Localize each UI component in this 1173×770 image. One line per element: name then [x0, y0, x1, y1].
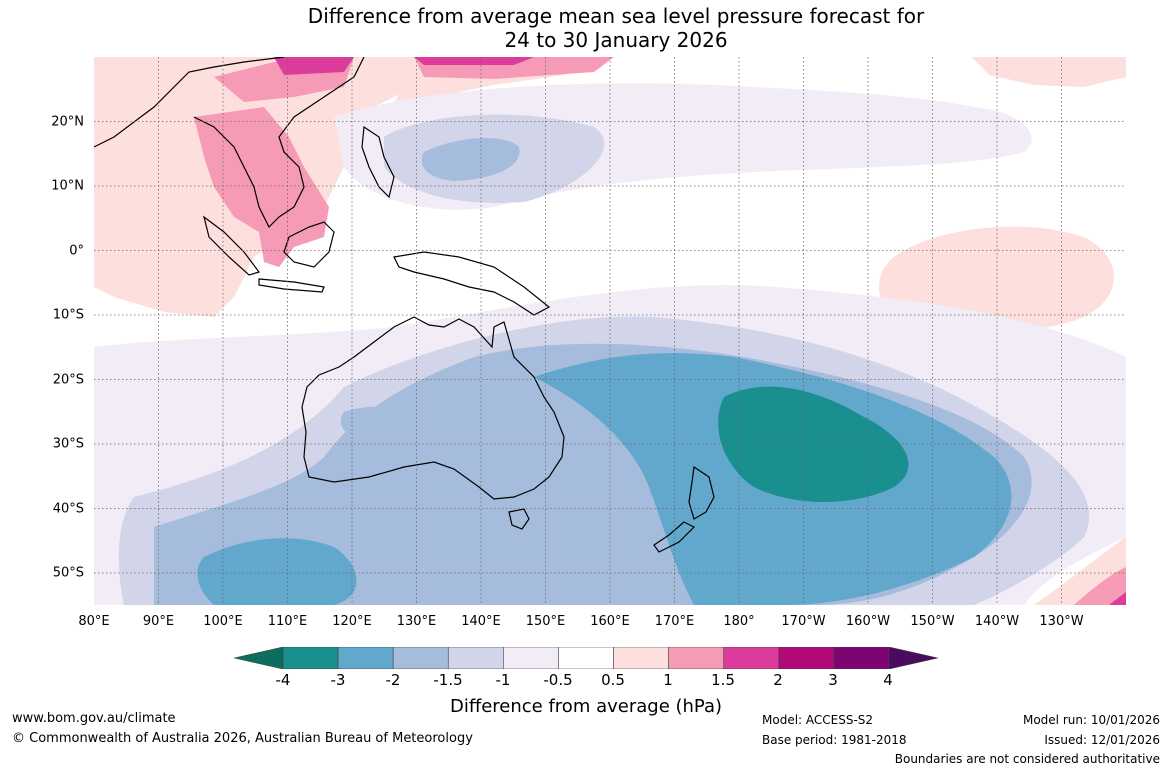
- footer-base-period: Base period: 1981-2018: [762, 733, 907, 747]
- north-strong-positive: [274, 57, 354, 75]
- colorbar-segment: [234, 647, 284, 669]
- lon-label: 140°W: [974, 614, 1020, 629]
- colorbar: [234, 647, 938, 669]
- north-strong-positive-2: [414, 57, 534, 65]
- colorbar-segment: [888, 647, 938, 669]
- sumatra-coastline: [203, 215, 260, 276]
- gridlines: [94, 57, 1126, 605]
- colorbar-tick: 3: [828, 671, 838, 689]
- colorbar-tick: -2: [385, 671, 401, 689]
- new-zealand-south-coastline: [653, 521, 696, 553]
- lon-label: 150°W: [910, 614, 955, 629]
- north-pacific-positive-region: [972, 57, 1126, 87]
- colorbar-segment: [723, 647, 780, 669]
- lat-label: 40°S: [52, 501, 84, 516]
- colorbar-segments: [234, 647, 938, 669]
- new-zealand-north-coastline: [688, 465, 715, 520]
- coastlines: [94, 57, 715, 553]
- footer-issued: Issued: 12/01/2026: [1044, 733, 1160, 747]
- footer-disclaimer: Boundaries are not considered authoritat…: [894, 752, 1160, 766]
- lat-label: 20°S: [52, 372, 84, 387]
- indochina-positive-region: [194, 107, 329, 267]
- lon-label: 80°E: [78, 614, 110, 629]
- new-guinea-coastline: [393, 251, 551, 316]
- lon-label: 160°W: [845, 614, 891, 629]
- colorbar-label: Difference from average (hPa): [449, 696, 723, 717]
- asia-mainland-coastline: [94, 57, 365, 229]
- colorbar-segment: [558, 647, 614, 669]
- lon-label: 100°E: [203, 614, 243, 629]
- philippines-coastline: [361, 125, 395, 199]
- north-pacific-moderate: [421, 137, 520, 181]
- footer-model: Model: ACCESS-S2: [762, 713, 874, 727]
- tasmania-coastline: [508, 508, 530, 530]
- lon-label: 170°W: [781, 614, 826, 629]
- map-canvas: [94, 57, 1126, 605]
- colorbar-tick: -4: [275, 671, 291, 689]
- colorbar-segment: [337, 647, 394, 669]
- java-coastline: [258, 278, 325, 293]
- lon-label: 170°E: [654, 614, 695, 629]
- lat-label: 0°: [69, 243, 84, 258]
- lon-label: 160°E: [590, 614, 630, 629]
- colorbar-segment: [392, 647, 449, 669]
- lat-label: 10°N: [51, 178, 84, 194]
- lon-label: 130°E: [396, 614, 437, 629]
- colorbar-tick: 2: [773, 671, 783, 689]
- footer-url[interactable]: www.bom.gov.au/climate: [12, 711, 176, 726]
- lat-label: 20°N: [51, 114, 84, 129]
- pressure-anomaly-map: [94, 57, 1126, 605]
- lat-label: 50°S: [52, 565, 84, 581]
- colorbar-segment: [447, 647, 504, 669]
- lat-label: 30°S: [52, 436, 84, 452]
- aus-moderate-patch-2: [504, 462, 536, 483]
- lon-label: 90°E: [142, 614, 175, 629]
- footer-model-run: Model run: 10/01/2026: [1022, 713, 1160, 727]
- colorbar-tick: 1.5: [711, 671, 735, 689]
- australia-coastline: [301, 316, 565, 500]
- se-corner-magenta: [1109, 592, 1126, 605]
- lon-label: 150°E: [525, 614, 566, 629]
- colorbar-tick: -1.5: [433, 671, 463, 689]
- pacific-core: [718, 386, 909, 502]
- colorbar-segment: [778, 647, 835, 669]
- colorbar-tick: 1: [663, 671, 673, 689]
- title-line-1: Difference from average mean sea level p…: [307, 4, 925, 28]
- colorbar-tick: -3: [330, 671, 346, 689]
- borneo-coastline: [283, 221, 335, 268]
- colorbar-segment: [282, 647, 339, 669]
- lon-label: 110°E: [267, 614, 308, 629]
- colorbar-tick: 4: [883, 671, 893, 689]
- lon-label: 130°W: [1039, 614, 1084, 629]
- colorbar-segment: [833, 647, 890, 669]
- southern-strong: [197, 538, 357, 605]
- footer-copyright: © Commonwealth of Australia 2026, Austra…: [12, 731, 473, 746]
- lon-label: 140°E: [461, 614, 501, 629]
- lat-label: 10°S: [52, 307, 84, 323]
- colorbar-tick: 0.5: [601, 671, 625, 689]
- colorbar-segment: [503, 647, 559, 669]
- colorbar-tick: -1: [495, 671, 511, 689]
- lon-label: 180°: [723, 614, 755, 629]
- se-corner-pink: [1074, 567, 1126, 605]
- aus-moderate-patch: [340, 406, 409, 439]
- colorbar-segment: [613, 647, 669, 669]
- lon-label: 120°E: [332, 614, 372, 629]
- title-line-2: 24 to 30 January 2026: [504, 28, 728, 52]
- colorbar-tick: -0.5: [543, 671, 573, 689]
- colorbar-segment: [668, 647, 725, 669]
- chart-title: Difference from average mean sea level p…: [0, 4, 1173, 52]
